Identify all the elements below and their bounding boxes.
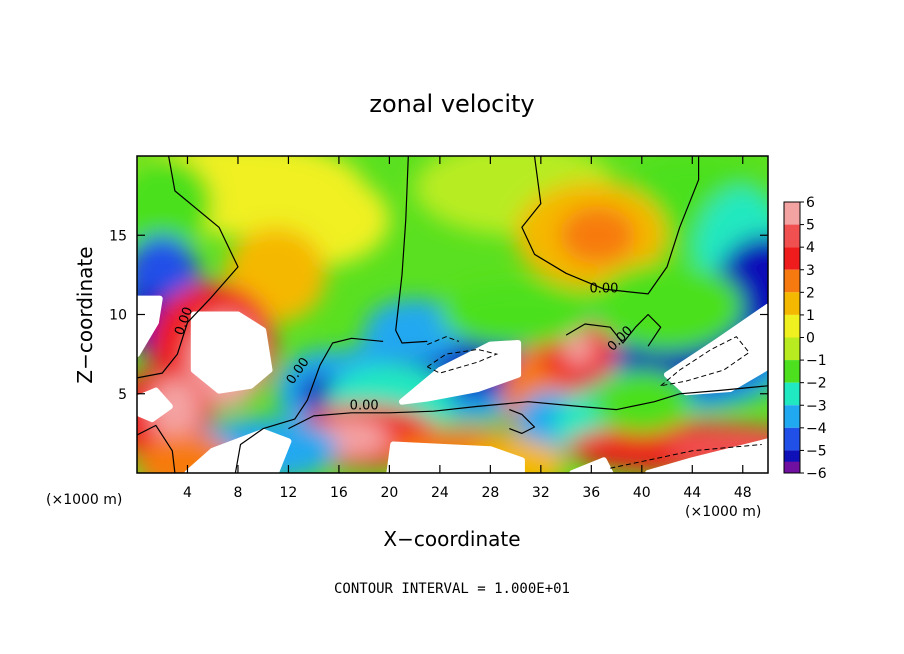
x-tick-label: 12 [280,485,298,501]
negative-contour-0 [427,348,499,374]
x-tick-label: 8 [233,485,242,501]
colorbar-label: 2 [806,285,815,301]
x-tick-label: 16 [330,485,348,501]
out-of-range-region-8 [645,438,768,473]
x-tick-label: 24 [431,485,449,501]
colorbar-swatch [784,360,800,383]
zero-contour-7 [565,313,662,347]
zero-contour-2 [521,156,700,295]
zero-contour-5 [509,409,536,434]
zero-contour-4 [288,385,768,430]
x-tick-label: 40 [633,485,651,501]
x-axis: 4 8 12 16 20 24 28 32 36 40 44 48 [183,156,752,501]
out-of-range-region-0 [190,311,273,394]
x-tick-label: 32 [532,485,550,501]
out-of-range-region-1 [137,295,163,358]
colorbar-swatch [784,427,800,451]
x-axis-label: X−coordinate [383,527,520,551]
x-tick-label: 28 [481,485,499,501]
colorbar-swatch [784,405,800,428]
field-region-41 [439,282,592,347]
contour-interval-note: CONTOUR INTERVAL = 1.000E+01 [334,581,570,597]
field-region-10 [559,206,636,264]
colorbar-swatch [784,247,800,270]
colorbar-swatch [784,202,800,225]
y-axis-label: Z−coordinate [73,246,97,383]
out-of-range-region-5 [386,441,525,473]
colorbar-swatch [784,337,800,361]
field-region-12 [255,252,297,298]
chart-title: zonal velocity [369,90,534,118]
colorbar-swatch [784,292,800,315]
y-tick-label: 10 [109,308,127,324]
colorbar-swatch [784,224,800,248]
colorbar: 6 5 4 3 2 1 0 −1 −2 −3 −4 −5 −6 [783,195,827,482]
field-region-30 [563,333,594,366]
zero-contour-1 [395,156,428,344]
y-tick-label: 5 [118,387,127,403]
out-of-range-region-2 [137,387,173,423]
x-unit-label-right: (×1000 m) [685,504,761,520]
colorbar-label: −3 [806,398,827,414]
y-tick-label: 15 [109,228,127,244]
zero-contour-3 [234,337,384,473]
negative-contour-1 [660,336,750,387]
colorbar-label: 3 [806,263,815,279]
x-tick-label: 4 [183,485,192,501]
colorbar-label: 5 [806,218,815,234]
colorbar-label: −2 [806,376,827,392]
field-region-40 [591,262,743,351]
colorbar-label: 4 [806,240,815,256]
colorbar-label: −4 [806,421,827,437]
colorbar-swatch [784,382,800,406]
colorbar-label: 6 [806,195,815,211]
colorbar-swatch [784,314,800,338]
colorbar-label: −5 [806,443,827,459]
negative-contour-2 [427,336,459,346]
colorbar-label: 1 [806,308,815,324]
x-tick-label: 20 [380,485,398,501]
zero-contour-6 [137,424,176,473]
contour-label: 0.00 [350,399,379,414]
field-region-5 [137,156,213,252]
colorbar-label: 0 [806,331,815,347]
zero-contour-0 [137,156,239,379]
colorbar-label: −1 [806,353,827,369]
x-unit-label-left: (×1000 m) [46,492,122,508]
colorbar-swatch [784,461,800,473]
contour-label: 0.00 [589,281,618,296]
colorbar-label: −6 [806,466,827,482]
y-axis: 5 10 15 [109,228,768,403]
x-tick-label: 48 [734,485,752,501]
colorbar-swatch [784,269,800,293]
out-of-range-region-6 [184,428,292,473]
plot-area: 0.000.000.000.000.00 [137,156,768,473]
x-tick-label: 36 [582,485,600,501]
negative-contour-3 [610,444,762,469]
out-of-range-region-4 [664,303,768,396]
x-tick-label: 44 [683,485,701,501]
field-region-39 [591,369,693,434]
